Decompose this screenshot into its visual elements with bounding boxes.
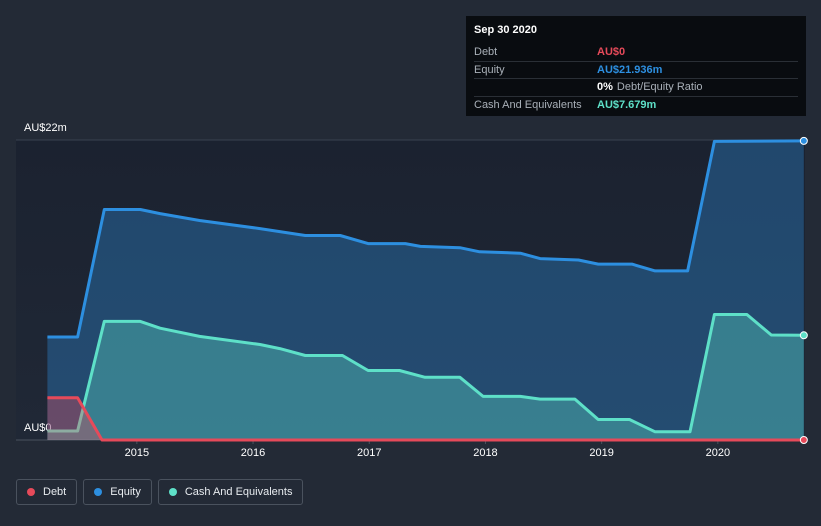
- legend-item[interactable]: Cash And Equivalents: [157, 479, 304, 505]
- x-tick-label: 2015: [125, 447, 149, 459]
- legend-swatch: [168, 488, 177, 496]
- legend-swatch: [94, 488, 103, 496]
- x-tick-label: 2016: [241, 447, 265, 459]
- plot-area: [16, 140, 805, 440]
- y-tick-label: AU$22m: [24, 122, 67, 134]
- legend-item[interactable]: Debt: [16, 479, 78, 505]
- x-tick-label: 2019: [589, 447, 613, 459]
- tooltip-label: Equity: [474, 63, 505, 76]
- series-line: [47, 396, 804, 442]
- tooltip-label: Debt: [474, 46, 498, 59]
- y-tick-label: AU$0: [24, 422, 52, 434]
- legend: Debt Equity Cash And Equivalents: [16, 479, 304, 505]
- series-line: [47, 139, 804, 339]
- tooltip-label: Cash And Equivalents: [474, 98, 582, 111]
- tooltip-row: 0% Debt/Equity Ratio: [474, 79, 798, 97]
- series-line: [47, 313, 804, 434]
- tooltip-value: AU$21.936m: [597, 63, 663, 76]
- x-tick-label: 2020: [706, 447, 730, 459]
- legend-label: Equity: [110, 486, 141, 498]
- tooltip-date: Sep 30 2020: [474, 24, 537, 36]
- end-marker: [799, 136, 808, 145]
- legend-swatch: [27, 488, 35, 496]
- tooltip-row: Equity AU$21.936m: [474, 62, 798, 79]
- tooltip-row: Debt AU$0: [474, 44, 798, 62]
- tooltip-row: Cash And Equivalents AU$7.679m: [474, 97, 798, 114]
- end-marker: [799, 436, 808, 444]
- x-tick-label: 2018: [473, 447, 497, 459]
- legend-label: Debt: [43, 486, 67, 498]
- tooltip-rows: Debt AU$0 Equity AU$21.936m 0% Debt/Equity Ra…: [474, 44, 798, 113]
- tooltip: Sep 30 2020 Debt AU$0 Equity AU$21.936m 0% De…: [466, 16, 806, 116]
- tooltip-value: AU$0: [597, 46, 626, 59]
- end-marker: [799, 331, 808, 340]
- tooltip-value: AU$7.679m: [597, 98, 657, 111]
- x-tick-label: 2017: [357, 447, 381, 459]
- tooltip-value: 0%: [597, 81, 613, 94]
- tooltip-note: Debt/Equity Ratio: [616, 81, 703, 94]
- series-area: [47, 314, 804, 440]
- legend-item[interactable]: Equity: [83, 479, 152, 505]
- legend-label: Cash And Equivalents: [184, 486, 293, 498]
- series-area: [47, 140, 804, 440]
